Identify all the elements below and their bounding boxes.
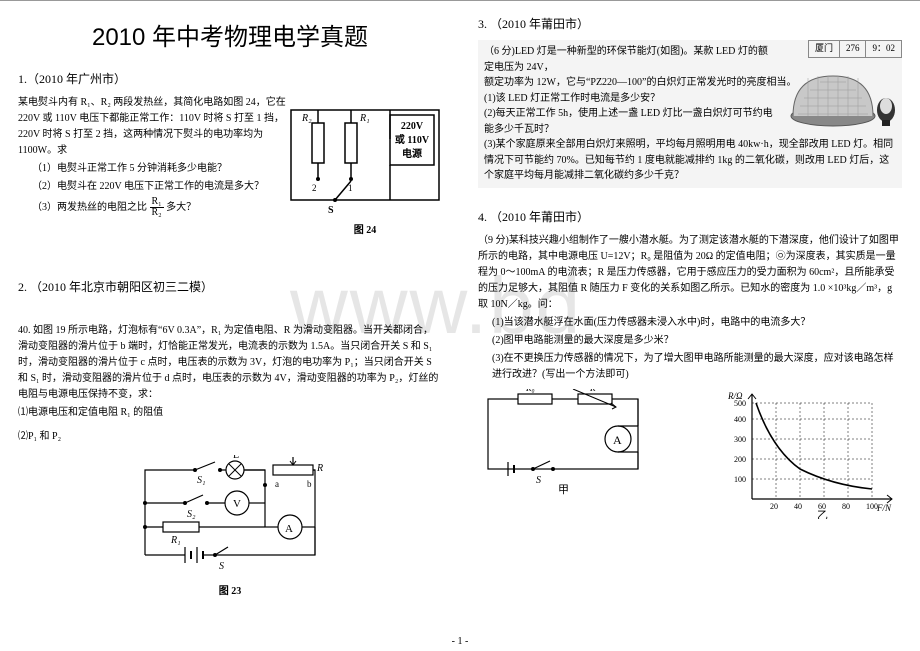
xlabel: F/N [876, 503, 892, 513]
q1-sub3b: 多大？ [166, 202, 196, 213]
circuit24-svg: 220V 或 110V 电源 R₂ R₁ 2 1 S [290, 109, 440, 219]
q1-sub3a: （3）两发热丝的电阻之比 [32, 202, 147, 213]
tc1: 厦门 [808, 41, 839, 58]
r2-label: R₂ [301, 113, 312, 124]
s-jia: S [536, 475, 541, 486]
circuit-jia: R₀ R A [478, 389, 648, 499]
src-label: 电源 [402, 147, 422, 160]
q2-block: 2. （2010 年北京市朝阳区初三二模） 40. 如图 19 所示电路，灯泡标… [18, 278, 442, 597]
terminal-2: 2 [312, 183, 317, 193]
tc2: 276 [839, 41, 866, 58]
frac-den: R₂ [150, 208, 164, 218]
voltmeter-label: V [233, 498, 241, 510]
q3-sub3: (3)某个家庭原来全部用白炽灯来照明，平均每月照明用电 40kw·h，现全部改用… [484, 137, 896, 184]
stub-table: 厦门 276 9：02 [808, 40, 902, 58]
q3-number: 3. （2010 年莆田市） [478, 15, 902, 32]
q1-sub2: （2）电熨斗在 220V 电压下正常工作的电流是多大？ [18, 179, 282, 195]
xt1: 20 [770, 502, 778, 511]
src-220v: 220V [401, 121, 424, 132]
fig23-label: 图 23 [125, 582, 335, 597]
s-label: S [219, 561, 224, 572]
tc3: 9：02 [866, 41, 902, 58]
fig24-label: 图 24 [290, 221, 440, 236]
yt5: 500 [734, 399, 746, 408]
page-title: 2010 年中考物理电学真题 [18, 17, 442, 52]
q4-block: 4. （2010 年莆田市） （9 分)某科技兴趣小组制作了一艘小潜水艇。为了测… [478, 208, 902, 519]
q2-stem: 40. 如图 19 所示电路，灯泡标有“6V 0.3A”，R₁ 为定值电阻、R … [18, 323, 442, 403]
yt3: 300 [734, 435, 746, 444]
yt1: 100 [734, 475, 746, 484]
fig-yi-label: 乙 [817, 509, 828, 519]
fig-jia-label: 甲 [558, 484, 569, 496]
q3-sub2: (2)每天正常工作 5h，使用上述一盏 LED 灯比一盏白炽灯可节约电能多少千瓦… [484, 106, 774, 137]
q4-stem: （9 分)某科技兴趣小组制作了一艘小潜水艇。为了测定该潜水艇的下潜深度，他们设计… [478, 233, 902, 313]
s1-label: S₁ [197, 475, 205, 486]
page-footer: - 1 - [0, 636, 920, 647]
l-label: L [233, 455, 239, 461]
q4-figures: R₀ R A [478, 389, 902, 519]
q2-sub1: ⑴电源电压和定值电阻 R₁ 的阻值 [18, 405, 442, 421]
q4-sub2: (2)图甲电路能测量的最大深度是多少米？ [478, 333, 902, 349]
q4-sub1: (1)当该潜水艇浮在水面(压力传感器未浸入水中)时，电路中的电流多大？ [478, 315, 902, 331]
switch-s: S [328, 205, 334, 216]
src-110v: 或 110V [395, 133, 430, 146]
ammeter-label: A [285, 523, 293, 535]
q1-number: 1.（2010 年广州市） [18, 70, 442, 87]
terminal-b: b [307, 479, 312, 489]
xt2: 40 [794, 502, 802, 511]
r1-label: R₁ [359, 113, 370, 124]
q2-sub2: ⑵P₁ 和 P₂ [18, 429, 442, 445]
chart-yi: R/Ω F/N 100 200 300 400 [722, 389, 902, 519]
q4-sub3: (3)在不更换压力传感器的情况下，为了增大图甲电路所能测量的最大深度，应对该电路… [478, 351, 902, 383]
q1-sub1: （1）电熨斗正常工作 5 分钟消耗多少电能？ [18, 161, 282, 177]
yt4: 400 [734, 415, 746, 424]
q2-number: 2. （2010 年北京市朝阳区初三二模） [18, 278, 442, 295]
q3-greybox: 厦门 276 9：02 （6 分)LED 灯是一种新型的环保节能灯(如图)。某款… [478, 40, 902, 188]
ammeter-jia: A [613, 433, 622, 447]
q1-stem: 某电熨斗内有 R₁、R₂ 两段发热丝，其简化电路如图 24，它在 220V 或 … [18, 95, 288, 159]
q3-p1: （6 分)LED 灯是一种新型的环保节能灯(如图)。某款 LED 灯的额定电压为… [484, 44, 774, 75]
figure-24: 220V 或 110V 电源 R₂ R₁ 2 1 S [290, 109, 440, 236]
yt2: 200 [734, 455, 746, 464]
page: 2010 年中考物理电学真题 1.（2010 年广州市） 某电熨斗内有 R₁、R… [0, 0, 920, 621]
figure-23: S S₁ L R a b [125, 455, 335, 597]
q1-sub3: （3）两发热丝的电阻之比 R₁ R₂ 多大？ [18, 197, 282, 218]
fraction: R₁ R₂ [150, 197, 164, 218]
xt4: 80 [842, 502, 850, 511]
right-column: 3. （2010 年莆田市） 厦门 276 9：02 （6 分)LED 灯是一种… [460, 1, 920, 621]
terminal-a: a [275, 479, 279, 489]
r1-label-23: R₁ [170, 535, 181, 546]
r-label: R [316, 463, 323, 474]
r0-label: R₀ [525, 389, 535, 393]
rsens-label: R [589, 389, 596, 393]
xt5: 100 [866, 502, 878, 511]
s2-label: S₂ [187, 509, 196, 520]
left-column: 2010 年中考物理电学真题 1.（2010 年广州市） 某电熨斗内有 R₁、R… [0, 1, 460, 621]
q3-sub1: (1)该 LED 灯正常工作时电流是多少安？ [484, 91, 774, 107]
q4-number: 4. （2010 年莆田市） [478, 208, 902, 225]
circuit23-svg: S S₁ L R a b [125, 455, 335, 575]
led-illustration [788, 66, 898, 128]
